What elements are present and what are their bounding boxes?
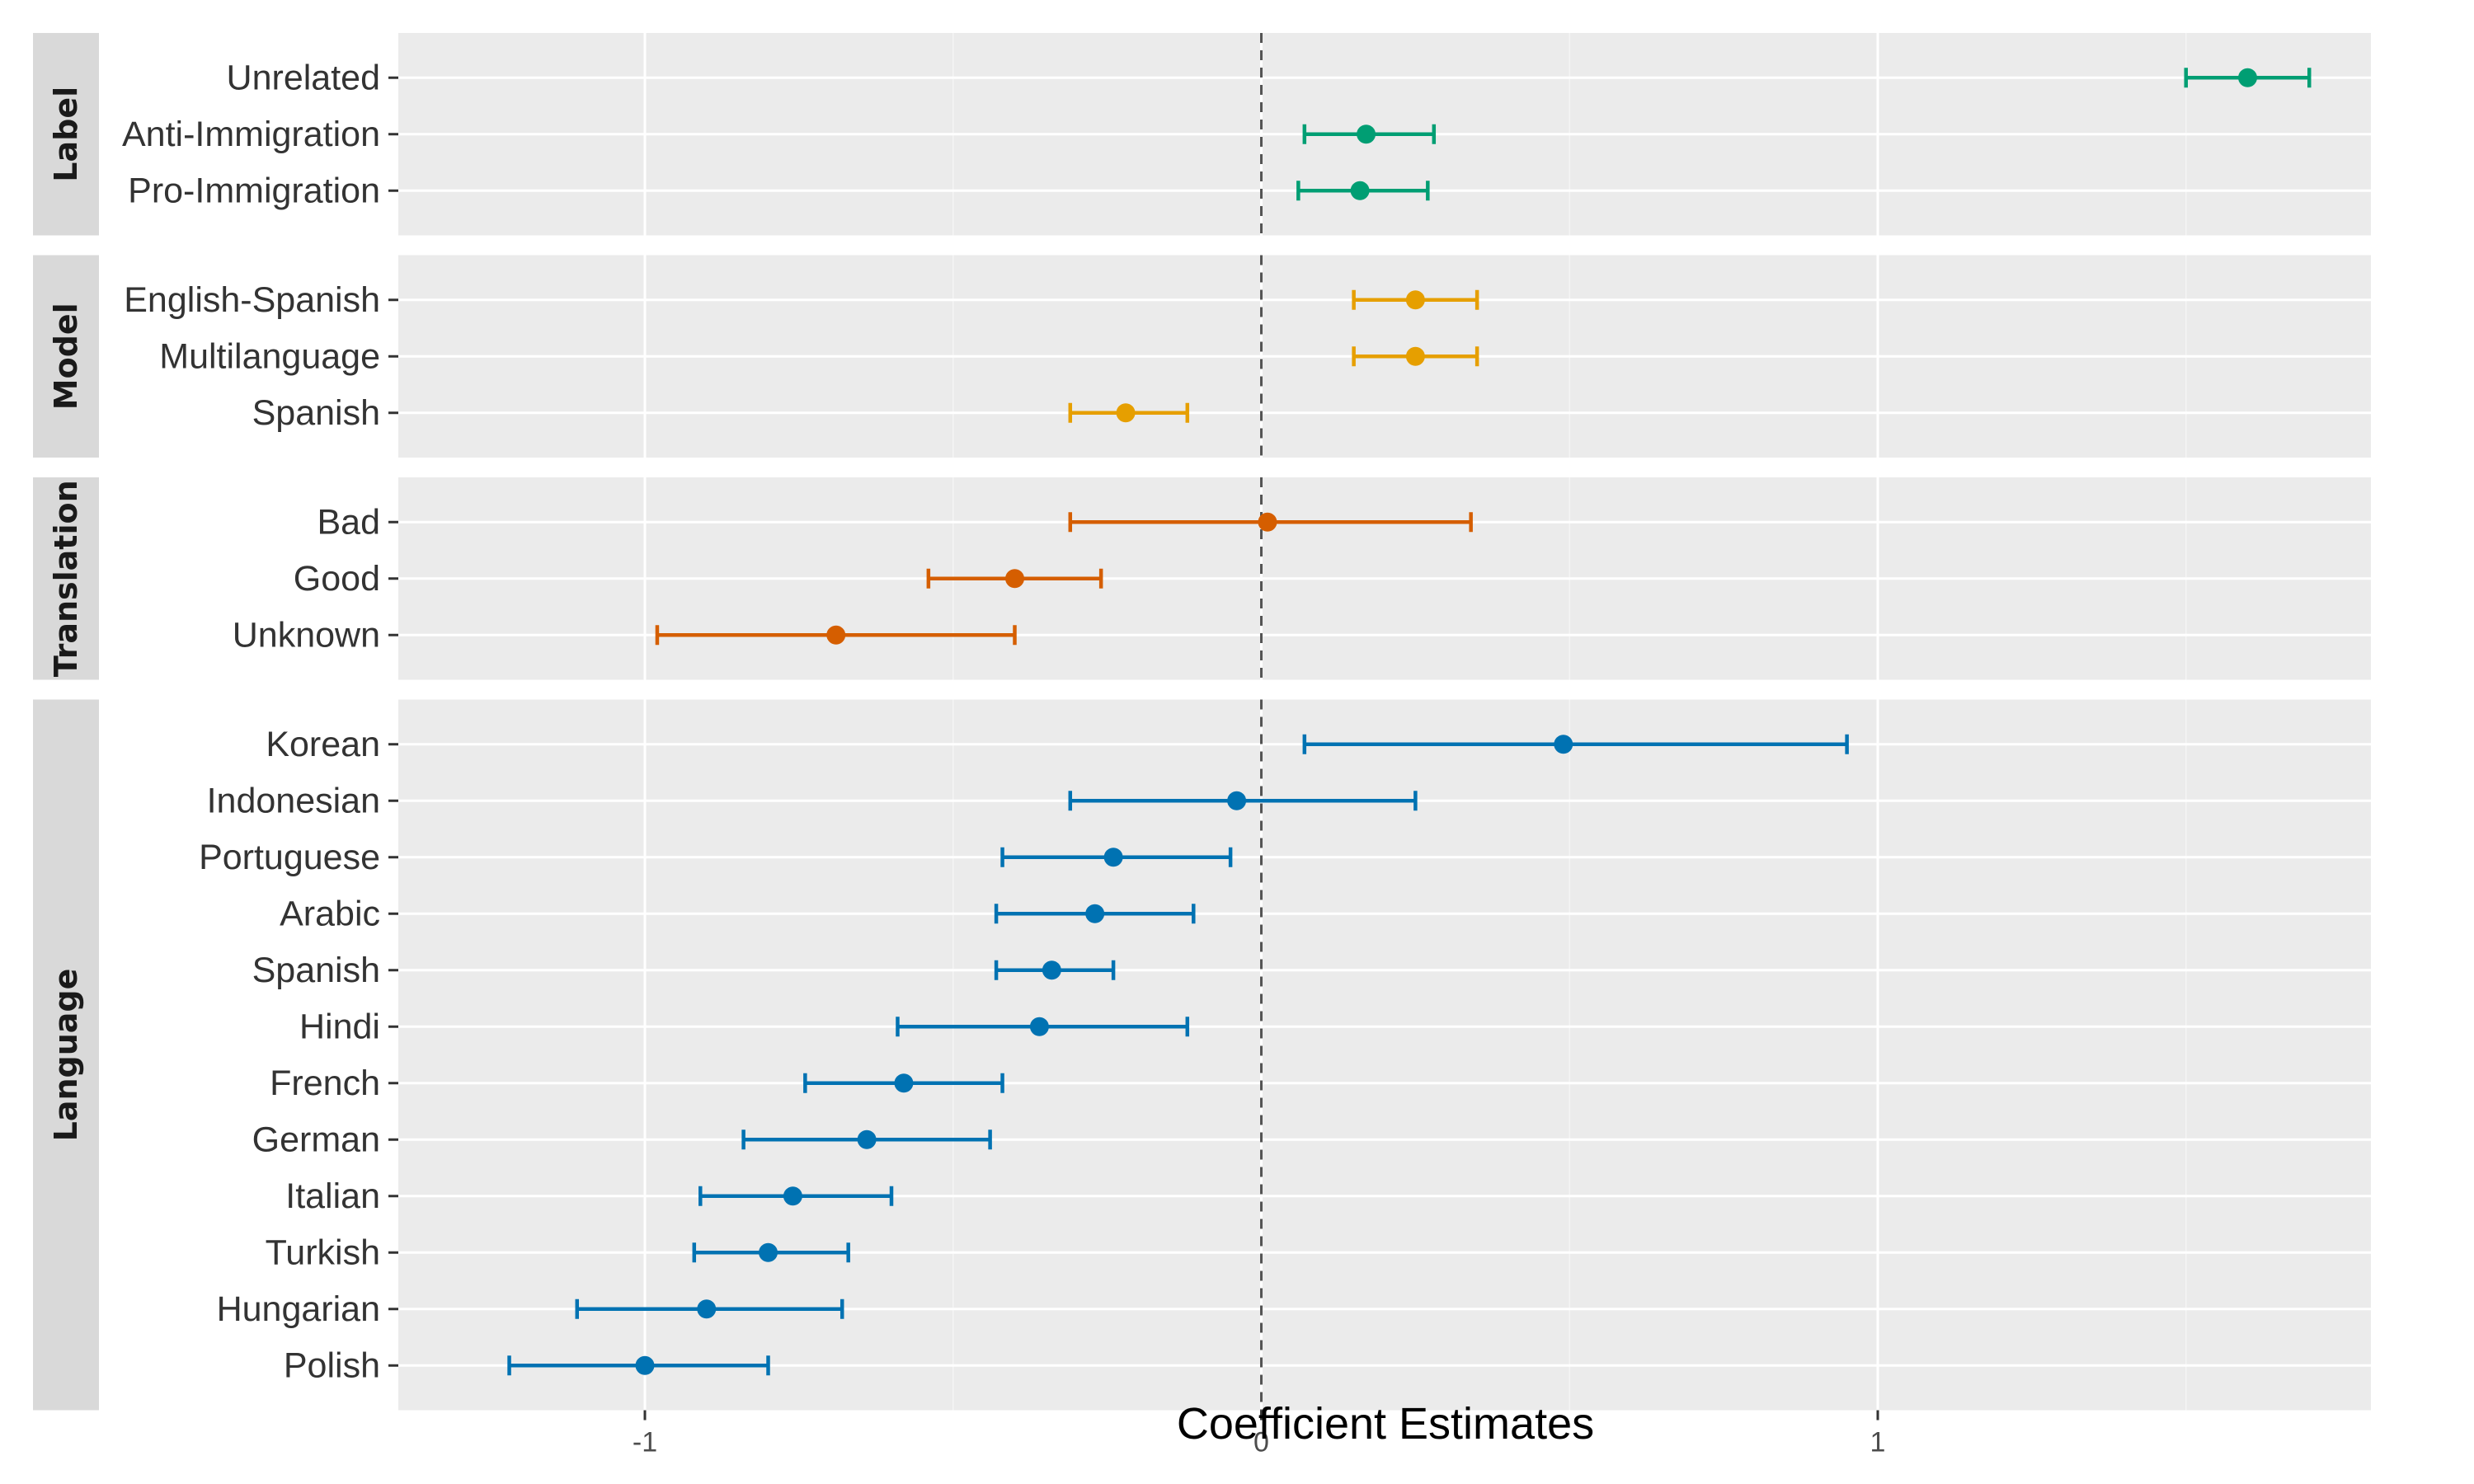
y-tick-label-indonesian: Indonesian — [207, 781, 380, 820]
y-tick-label-korean: Korean — [266, 725, 380, 764]
point-estimate — [1227, 791, 1247, 810]
y-tick-label-anti-immigration: Anti-Immigration — [122, 115, 380, 154]
strip-label-label: Label — [48, 87, 84, 182]
errorbar-label-anti-immigration — [1302, 124, 1437, 144]
errorbar-language-turkish — [692, 1242, 850, 1263]
y-tick-label-portuguese: Portuguese — [199, 838, 380, 877]
strip-language — [33, 699, 99, 1411]
strip-label-language: Language — [48, 969, 84, 1142]
point-estimate — [635, 1355, 655, 1375]
y-tick-label-spanish: Spanish — [252, 393, 380, 433]
strip-model — [33, 255, 99, 458]
category-labels: Unrelated Anti-Immigration Pro-Immigration… — [122, 58, 398, 1385]
point-estimate — [1116, 403, 1136, 423]
x-tick-label: 1 — [1870, 1427, 1886, 1458]
y-tick-label-french: French — [270, 1064, 380, 1103]
x-tick-label: 0 — [1253, 1427, 1269, 1458]
errorbar-language-hindi — [896, 1017, 1190, 1037]
x-axis-title: Coefficient Estimates — [1177, 1399, 1594, 1449]
y-tick-label-pro-immigration: Pro-Immigration — [128, 171, 380, 210]
x-tick-label: -1 — [633, 1427, 657, 1458]
panels-layer: Label Model Translation Language — [33, 33, 2371, 1411]
errorbar-language-korean — [1302, 734, 1849, 754]
y-tick-label-multilanguage: Multilanguage — [159, 336, 380, 376]
point-estimate — [826, 625, 846, 645]
data-marks — [507, 68, 2312, 1376]
point-estimate — [894, 1073, 914, 1093]
point-estimate — [1005, 569, 1024, 589]
y-tick-label-spanish: Spanish — [252, 951, 380, 990]
point-estimate — [1029, 1017, 1049, 1036]
y-tick-label-unknown: Unknown — [233, 615, 380, 655]
errorbar-translation-bad — [1068, 512, 1473, 533]
errorbar-language-hungarian — [575, 1298, 844, 1319]
strip-translation — [33, 477, 99, 680]
errorbar-language-spanish — [994, 960, 1116, 980]
errorbar-language-portuguese — [1000, 847, 1233, 867]
point-estimate — [1042, 960, 1061, 980]
errorbar-language-italian — [698, 1186, 894, 1206]
point-estimate — [1350, 181, 1370, 200]
point-estimate — [2238, 68, 2257, 87]
errorbar-language-arabic — [994, 904, 1196, 924]
y-tick-label-turkish: Turkish — [266, 1233, 380, 1272]
point-estimate — [1258, 512, 1277, 532]
point-estimate — [759, 1242, 778, 1262]
errorbar-translation-good — [926, 568, 1103, 589]
y-tick-label-hindi: Hindi — [299, 1007, 380, 1046]
point-estimate — [1103, 848, 1123, 867]
point-estimate — [697, 1299, 717, 1319]
strip-label-translation: Translation — [48, 480, 84, 677]
x-axis: -1 0 1 — [633, 1410, 1886, 1458]
errorbar-language-indonesian — [1068, 791, 1418, 811]
errorbar-label-unrelated — [2184, 68, 2312, 88]
point-estimate — [1357, 124, 1376, 144]
panel-language — [398, 699, 2371, 1411]
point-estimate — [1085, 904, 1105, 923]
y-tick-label-polish: Polish — [284, 1345, 380, 1385]
errorbar-language-french — [803, 1073, 1004, 1093]
strip-label — [33, 33, 99, 236]
errorbar-language-german — [741, 1129, 992, 1150]
point-estimate — [1405, 346, 1425, 366]
y-tick-label-german: German — [252, 1120, 380, 1159]
y-tick-label-hungarian: Hungarian — [217, 1289, 380, 1329]
point-estimate — [1405, 290, 1425, 310]
errorbar-model-multilanguage — [1352, 346, 1479, 367]
strip-label-model: Model — [48, 303, 84, 410]
y-tick-label-bad: Bad — [317, 502, 380, 542]
y-tick-label-italian: Italian — [285, 1176, 380, 1216]
y-tick-label-good: Good — [294, 559, 380, 599]
point-estimate — [783, 1186, 802, 1206]
errorbar-translation-unknown — [655, 625, 1017, 646]
errorbar-model-spanish — [1068, 402, 1190, 423]
errorbar-model-english-spanish — [1352, 289, 1479, 310]
errorbar-label-pro-immigration — [1296, 181, 1430, 201]
y-tick-label-unrelated: Unrelated — [227, 58, 380, 97]
errorbar-language-polish — [507, 1355, 770, 1376]
point-estimate — [1554, 735, 1573, 754]
point-estimate — [857, 1129, 877, 1149]
y-tick-label-arabic: Arabic — [280, 894, 380, 933]
y-tick-label-english-spanish: English-Spanish — [124, 280, 380, 320]
